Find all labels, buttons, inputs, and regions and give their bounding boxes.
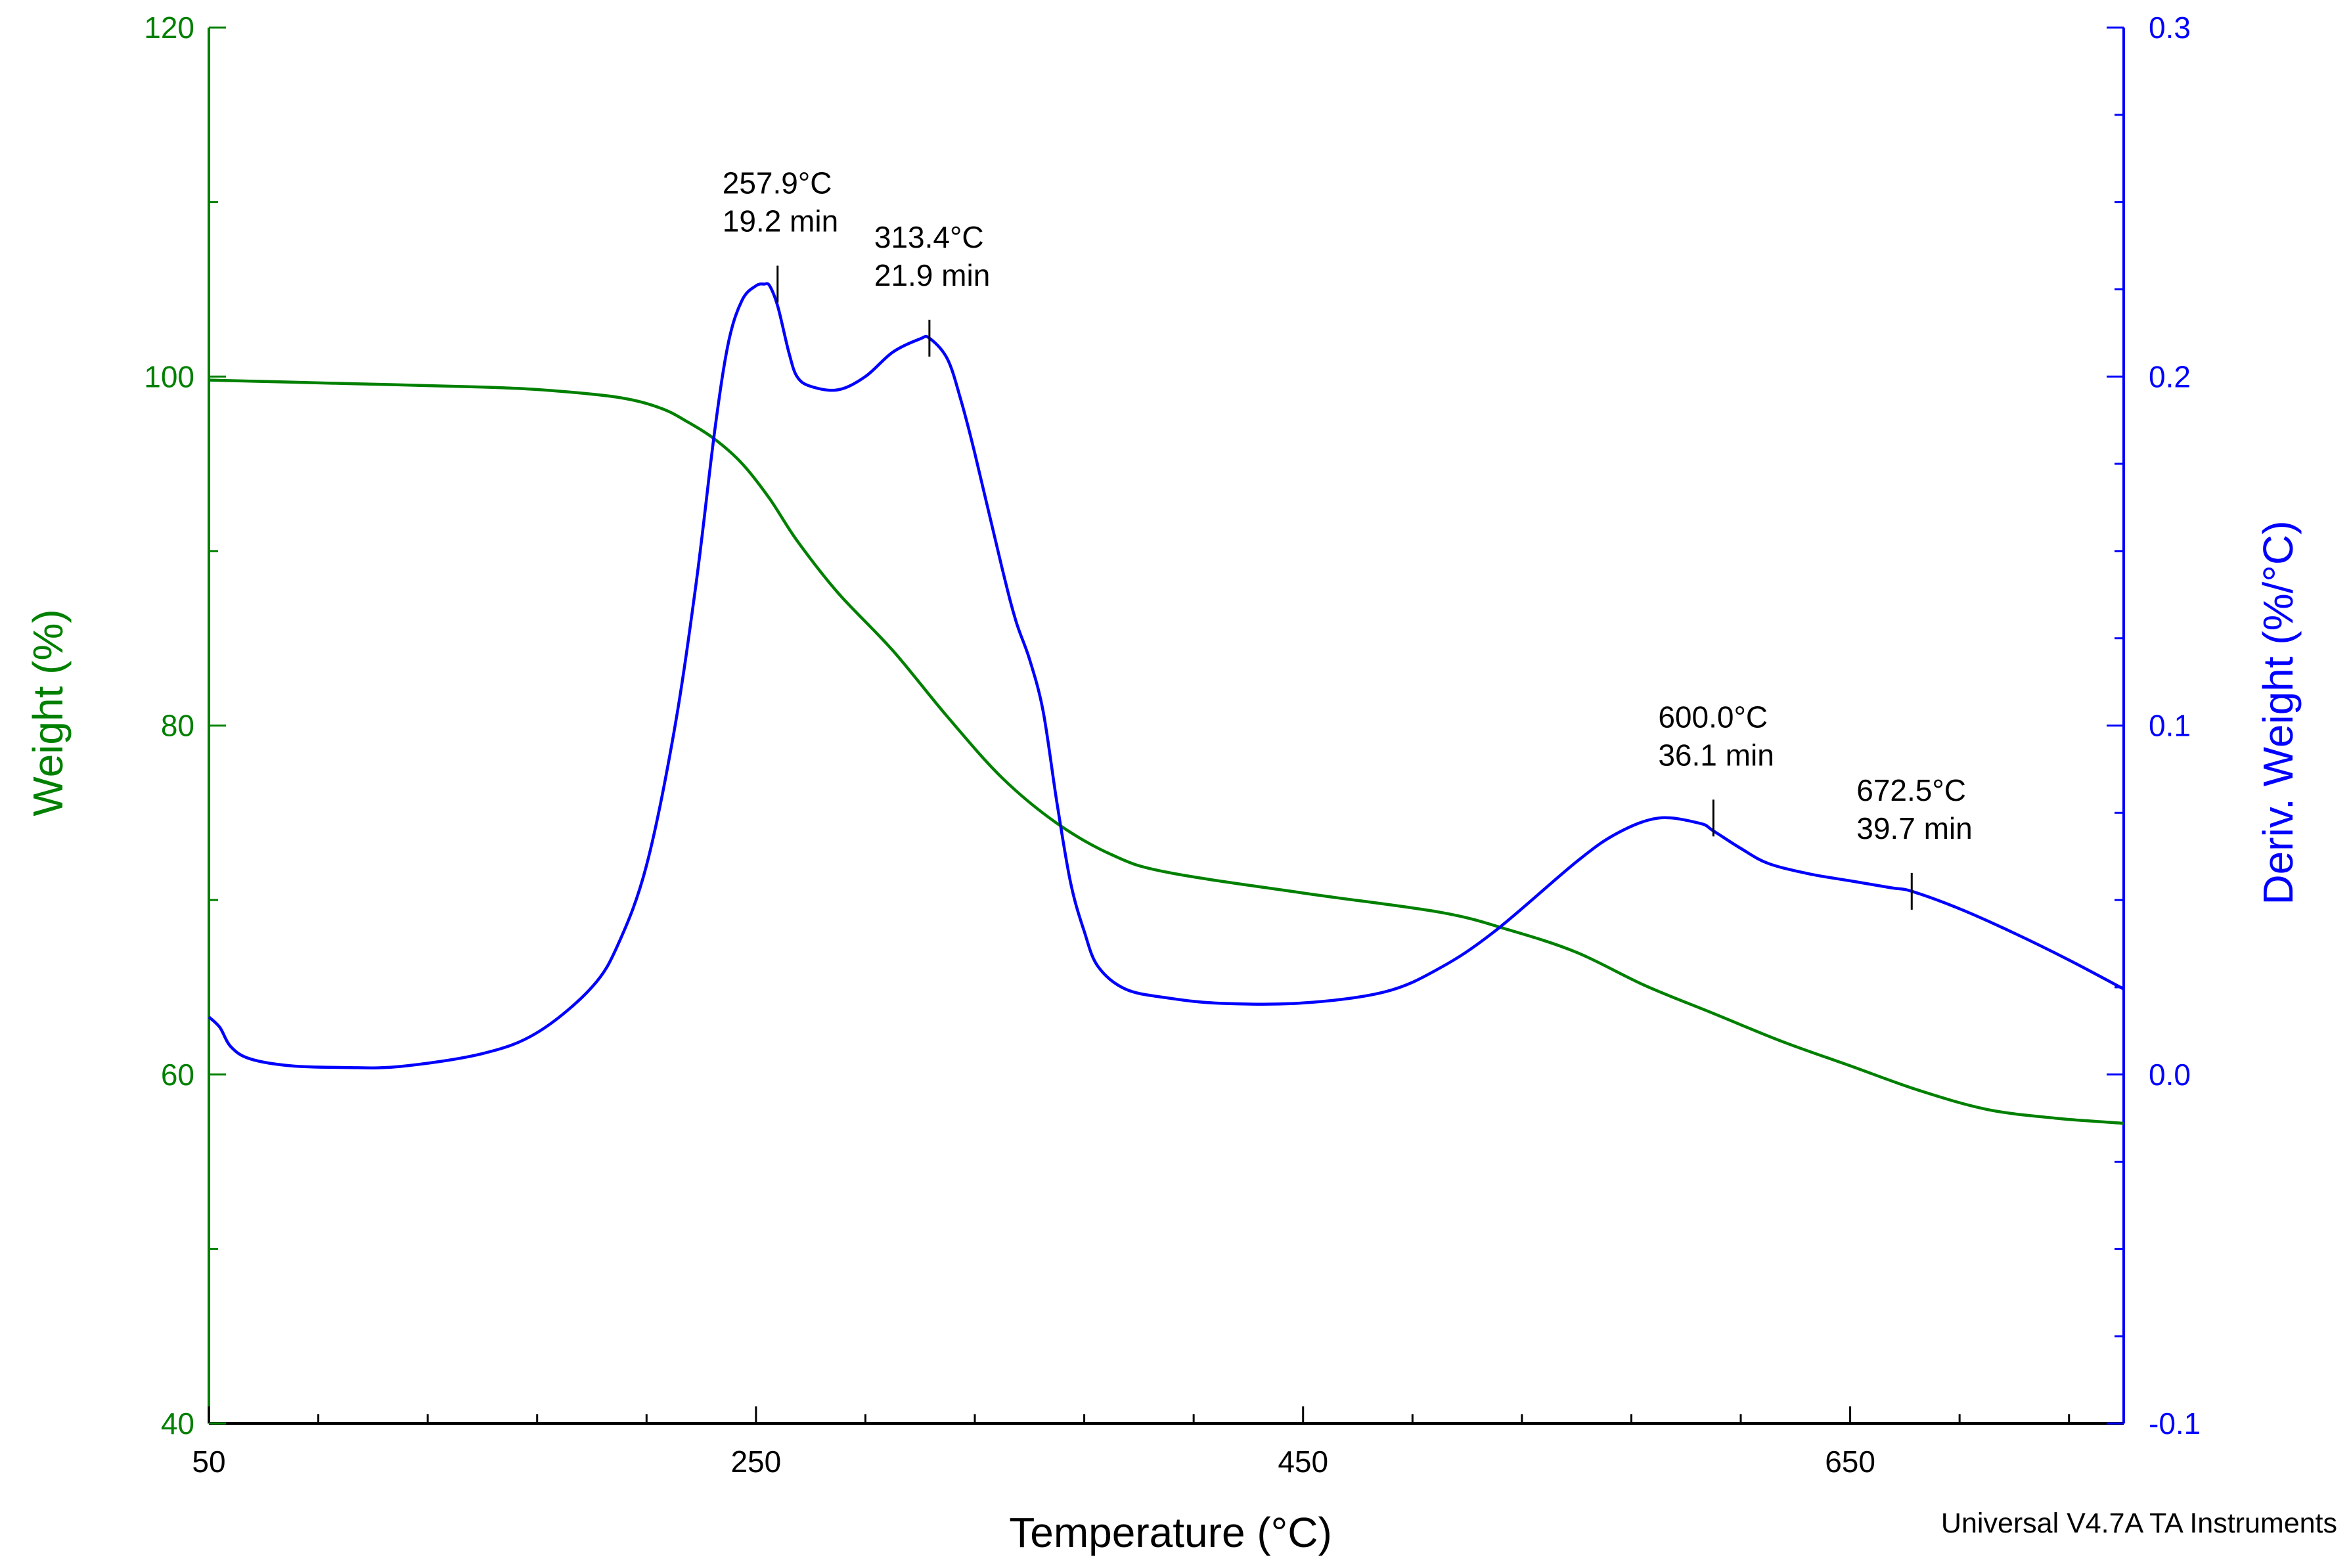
x-tick-label: 250: [730, 1445, 781, 1479]
peak-temp-label: 672.5°C: [1856, 773, 1966, 807]
right-tick-label: 0.1: [2149, 709, 2191, 743]
left-tick-label: 120: [144, 11, 194, 45]
peak-time-label: 21.9 min: [874, 258, 990, 292]
left-axis-title: Weight (%): [24, 609, 72, 816]
right-tick-label: 0.3: [2149, 11, 2191, 45]
left-tick-label: 100: [144, 359, 194, 393]
right-tick-label: 0.0: [2149, 1058, 2191, 1092]
peak-time-label: 39.7 min: [1856, 811, 1972, 845]
left-tick-label: 80: [161, 709, 194, 743]
deriv-curve: [208, 282, 2125, 1069]
left-tick-label: 40: [161, 1406, 194, 1441]
x-tick-label: 450: [1278, 1445, 1328, 1479]
series-group: [208, 282, 2125, 1125]
peak-temp-label: 257.9°C: [723, 166, 832, 200]
peak-time-label: 19.2 min: [723, 204, 838, 238]
weight-curve: [208, 378, 2124, 1125]
peak-temp-label: 600.0°C: [1658, 700, 1768, 734]
x-axis-title: Temperature (°C): [1009, 1509, 1332, 1556]
x-tick-label: 50: [192, 1445, 225, 1479]
peak-annotations: 257.9°C 19.2 min 313.4°C 21.9 min 600.0°C 36.…: [723, 166, 1973, 910]
peak-time-label: 36.1 min: [1658, 738, 1774, 772]
footer-credit: Universal V4.7A TA Instruments: [1941, 1508, 2337, 1539]
right-tick-label: 0.2: [2149, 359, 2191, 393]
peak-temp-label: 313.4°C: [874, 220, 984, 254]
x-tick-label: 650: [1825, 1445, 1875, 1479]
right-axis-title: Deriv. Weight (%/°C): [2254, 520, 2302, 905]
right-tick-label: -0.1: [2149, 1406, 2201, 1441]
axes-group: 50 250 450 650 40 60 80 100 120 -0.1 0.0 0.1 0.2 0.3: [144, 11, 2201, 1479]
left-tick-label: 60: [161, 1058, 194, 1092]
